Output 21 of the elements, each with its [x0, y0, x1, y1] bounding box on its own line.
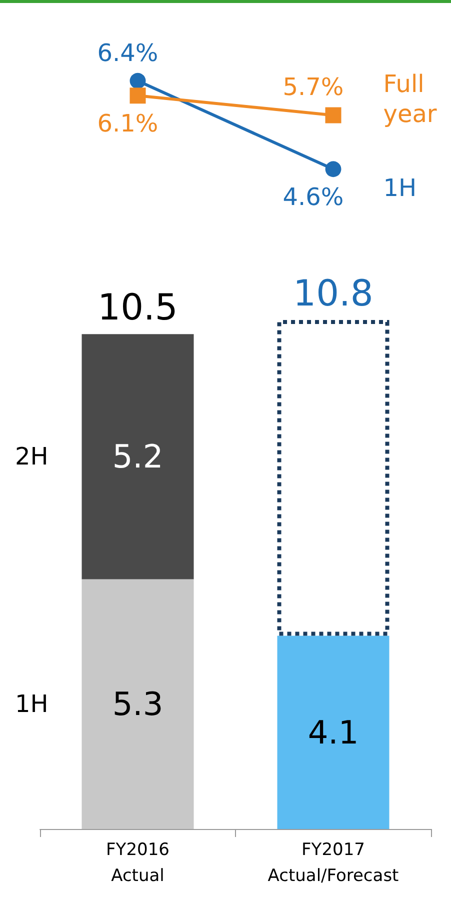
data-label: 6.4% [97, 38, 158, 67]
bar [82, 334, 194, 580]
series-label: 1H [383, 174, 417, 202]
data-label: 5.7% [282, 73, 344, 102]
point [325, 107, 342, 124]
series-label: 2H [15, 442, 48, 471]
data-label: 5.2 [112, 438, 164, 476]
data-label: 4.1 [308, 713, 359, 752]
point [130, 88, 146, 104]
data-label: 5.3 [112, 685, 164, 724]
series-label: Full year [383, 70, 437, 128]
bar [82, 579, 194, 829]
point [325, 161, 342, 178]
x-tick-label: FY2017 Actual/Forecast [268, 840, 400, 886]
data-label: 4.6% [282, 183, 344, 212]
data-label: 6.1% [97, 110, 158, 138]
series-label: 1H [15, 690, 48, 718]
x-tick-label: FY2016 Actual [106, 840, 170, 886]
total-label: 10.8 [293, 274, 374, 314]
point [130, 72, 146, 89]
total-label: 10.5 [98, 288, 178, 329]
